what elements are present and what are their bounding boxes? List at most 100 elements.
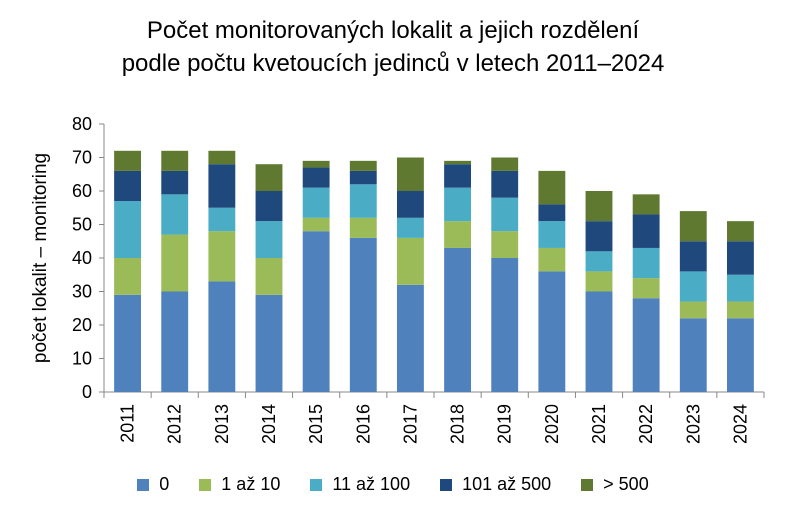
bar-segment-2017-series-2 — [396, 217, 424, 238]
bar-segment-2013-series-0 — [208, 281, 236, 392]
bar-segment-2011-series-3 — [114, 170, 142, 202]
bar-segment-2021-series-4 — [585, 191, 613, 222]
bar-segment-2015-series-2 — [302, 187, 330, 218]
bar-segment-2017-series-1 — [396, 237, 424, 285]
bar-segment-2023-series-0 — [679, 318, 707, 392]
bar-segment-2021-series-0 — [585, 291, 613, 392]
bar-segment-2020-series-1 — [538, 247, 566, 272]
bar-segment-2017-series-4 — [396, 157, 424, 191]
y-tick-label: 20 — [72, 315, 92, 335]
bar-segment-2024-series-2 — [726, 274, 754, 302]
y-tick-label: 50 — [72, 215, 92, 235]
x-tick-label: 2011 — [118, 404, 138, 443]
chart-title-block: Počet monitorovaných lokalit a jejich ro… — [0, 14, 786, 80]
bar-segment-2021-series-1 — [585, 271, 613, 292]
legend-swatch — [440, 478, 453, 491]
x-tick-label: 2018 — [448, 404, 468, 444]
bar-segment-2021-series-2 — [585, 251, 613, 272]
legend-swatch — [581, 478, 594, 491]
y-tick-label: 30 — [72, 282, 92, 302]
chart-subtitle: podle počtu kvetoucích jedinců v letech … — [121, 50, 665, 77]
bar-segment-2019-series-2 — [491, 197, 519, 232]
bar-segment-2023-series-2 — [679, 271, 707, 302]
bar-segment-2016-series-2 — [349, 184, 377, 218]
legend-label: 1 až 10 — [221, 474, 281, 494]
bar-segment-2022-series-2 — [632, 247, 660, 279]
bar-segment-2013-series-2 — [208, 207, 236, 232]
legend-item: 1 až 10 — [199, 474, 280, 495]
bar-segment-2019-series-0 — [491, 258, 519, 392]
bar-segment-2011-series-0 — [114, 294, 142, 392]
bar-segment-2014-series-0 — [255, 294, 283, 392]
y-tick-label: 70 — [72, 148, 92, 168]
bar-segment-2015-series-0 — [302, 231, 330, 392]
bar-segment-2018-series-3 — [444, 164, 472, 188]
legend-swatch — [199, 478, 212, 491]
y-tick-label: 10 — [72, 349, 92, 369]
bar-segment-2011-series-4 — [114, 150, 142, 171]
bar-segment-2018-series-1 — [444, 221, 472, 248]
legend-label: 0 — [159, 474, 170, 494]
x-tick-label: 2021 — [589, 404, 609, 444]
bar-segment-2011-series-2 — [114, 201, 142, 258]
bar-segment-2015-series-1 — [302, 217, 330, 232]
x-tick-label: 2023 — [683, 404, 703, 444]
bar-segment-2012-series-0 — [161, 291, 189, 392]
legend-item: 101 až 500 — [440, 474, 551, 495]
x-tick-label: 2012 — [165, 404, 185, 444]
bar-segment-2020-series-2 — [538, 221, 566, 248]
bar-segment-2016-series-3 — [349, 170, 377, 185]
bar-segment-2018-series-4 — [444, 160, 472, 165]
bar-segment-2014-series-2 — [255, 221, 283, 258]
legend-label: 11 až 100 — [332, 474, 411, 494]
bar-segment-2015-series-4 — [302, 160, 330, 168]
bar-segment-2021-series-3 — [585, 221, 613, 252]
x-tick-label: 2019 — [495, 404, 515, 444]
legend-label: 101 až 500 — [462, 474, 552, 494]
x-tick-label: 2015 — [306, 404, 326, 444]
x-tick-label: 2017 — [400, 404, 420, 444]
y-tick-label: 40 — [72, 248, 92, 268]
x-tick-label: 2013 — [212, 404, 232, 444]
bar-segment-2017-series-0 — [396, 284, 424, 392]
bar-segment-2012-series-1 — [161, 234, 189, 292]
legend-swatch — [137, 478, 150, 491]
bar-segment-2014-series-1 — [255, 258, 283, 295]
legend-item: 0 — [137, 474, 169, 495]
chart-legend: 0 1 až 10 11 až 100 101 až 500 > 500 — [0, 474, 786, 495]
bar-segment-2020-series-4 — [538, 170, 566, 205]
bar-segment-2017-series-3 — [396, 191, 424, 218]
x-tick-label: 2014 — [259, 404, 279, 444]
y-tick-label: 0 — [82, 382, 92, 402]
bar-segment-2020-series-3 — [538, 204, 566, 222]
y-axis-label: počet lokalit – monitoring — [30, 153, 51, 363]
bar-segment-2022-series-3 — [632, 214, 660, 248]
x-tick-label: 2020 — [542, 404, 562, 444]
bar-segment-2024-series-4 — [726, 221, 754, 242]
bar-segment-2012-series-3 — [161, 170, 189, 195]
bar-segment-2016-series-0 — [349, 237, 377, 392]
x-tick-label: 2024 — [730, 404, 750, 444]
bar-segment-2023-series-3 — [679, 241, 707, 272]
bar-segment-2014-series-4 — [255, 164, 283, 191]
bar-segment-2019-series-4 — [491, 157, 519, 171]
bar-segment-2019-series-1 — [491, 231, 519, 258]
bar-segment-2024-series-3 — [726, 241, 754, 275]
bar-segment-2016-series-1 — [349, 217, 377, 238]
x-tick-label: 2022 — [636, 404, 656, 444]
bar-segment-2014-series-3 — [255, 191, 283, 222]
bar-segment-2018-series-2 — [444, 187, 472, 222]
bar-segment-2022-series-1 — [632, 278, 660, 299]
legend-item: 11 až 100 — [310, 474, 410, 495]
legend-label: > 500 — [603, 474, 649, 494]
y-tick-label: 80 — [72, 114, 92, 134]
bar-segment-2024-series-1 — [726, 301, 754, 319]
chart-title: Počet monitorovaných lokalit a jejich ro… — [146, 17, 640, 44]
bar-segment-2020-series-0 — [538, 271, 566, 392]
legend-swatch — [310, 478, 323, 491]
bar-segment-2018-series-0 — [444, 247, 472, 392]
bar-segment-2023-series-1 — [679, 301, 707, 319]
bar-segment-2013-series-4 — [208, 150, 236, 165]
bar-segment-2022-series-0 — [632, 298, 660, 392]
